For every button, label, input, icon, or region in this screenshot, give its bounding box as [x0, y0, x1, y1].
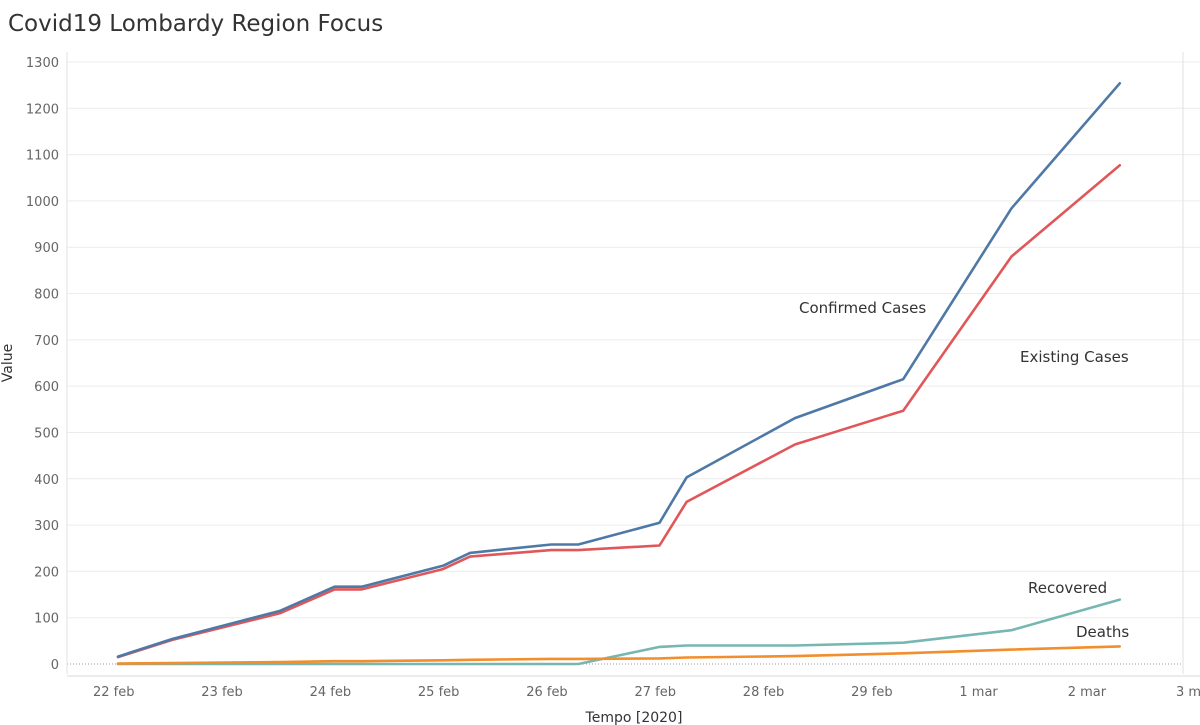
y-tick-label-0: 0 [51, 658, 59, 673]
y-tick-label-600: 600 [34, 380, 59, 395]
x-tick-label-1: 23 feb [201, 685, 243, 700]
y-tick-label-1200: 1200 [26, 102, 59, 117]
x-tick-label-7: 29 feb [851, 685, 893, 700]
y-tick-label-1300: 1300 [26, 56, 59, 71]
series-label-confirmed-cases: Confirmed Cases [799, 299, 926, 317]
series-line-confirmed-cases [116, 82, 1122, 658]
x-tick-label-2: 24 feb [310, 685, 352, 700]
y-tick-label-1100: 1100 [26, 149, 59, 164]
series-label-deaths: Deaths [1076, 623, 1129, 641]
series-line-recovered [116, 598, 1122, 666]
y-tick-label-900: 900 [34, 241, 59, 256]
x-tick-label-10: 3 mar [1176, 685, 1200, 700]
series-line-deaths [116, 645, 1122, 665]
series-label-recovered: Recovered [1028, 579, 1107, 597]
y-tick-label-700: 700 [34, 334, 59, 349]
y-axis-title: Value [0, 344, 16, 382]
x-tick-label-3: 25 feb [418, 685, 460, 700]
series-label-existing-cases: Existing Cases [1020, 348, 1129, 366]
x-tick-label-8: 1 mar [959, 685, 998, 700]
chart-title: Covid19 Lombardy Region Focus [8, 11, 384, 37]
x-tick-label-9: 2 mar [1068, 685, 1107, 700]
y-tick-label-400: 400 [34, 473, 59, 488]
y-tick-label-1000: 1000 [26, 195, 59, 210]
x-axis-title: Tempo [2020] [585, 710, 683, 725]
y-tick-label-200: 200 [34, 565, 59, 580]
series-line-existing-cases [116, 164, 1122, 659]
x-tick-label-4: 26 feb [526, 685, 568, 700]
x-tick-label-0: 22 feb [93, 685, 135, 700]
x-tick-label-5: 27 feb [635, 685, 677, 700]
y-tick-label-300: 300 [34, 519, 59, 534]
y-tick-label-800: 800 [34, 288, 59, 303]
y-tick-label-100: 100 [34, 612, 59, 627]
y-tick-label-500: 500 [34, 426, 59, 441]
x-tick-label-6: 28 feb [743, 685, 785, 700]
